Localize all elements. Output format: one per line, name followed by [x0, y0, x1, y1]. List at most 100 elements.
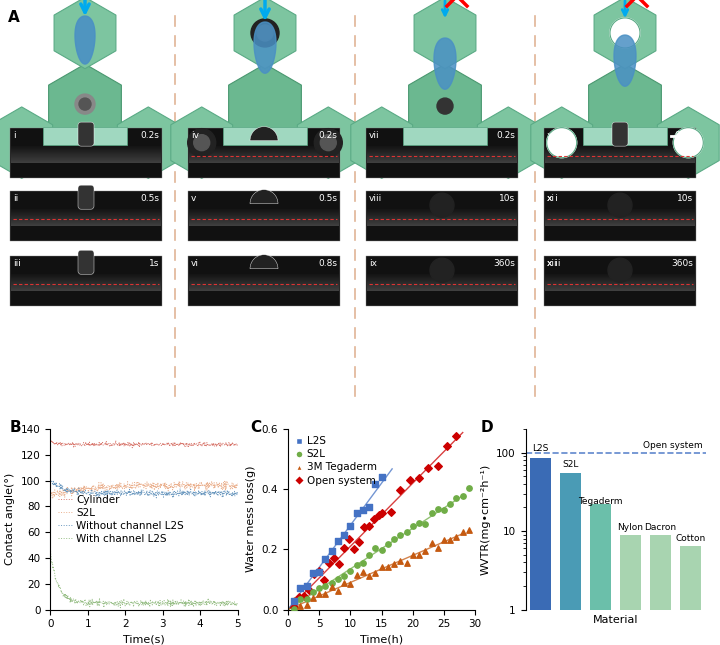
Bar	[545, 150, 695, 151]
Cylinder	[46, 437, 55, 445]
Bar	[189, 280, 339, 281]
Bar	[545, 221, 695, 222]
Cylinder	[188, 440, 197, 448]
Point	[457, 526, 469, 537]
Cylinder	[94, 441, 103, 448]
Cylinder	[171, 441, 180, 448]
Bar	[189, 154, 339, 155]
Bar	[189, 157, 339, 158]
S2L	[171, 480, 180, 488]
Bar	[367, 162, 517, 163]
Point	[420, 519, 431, 529]
Bar	[367, 283, 517, 284]
Bar	[11, 153, 161, 154]
Cylinder	[128, 444, 137, 452]
Without channel L2S	[46, 477, 55, 484]
Point	[357, 558, 369, 568]
S2L	[94, 479, 103, 486]
Text: B: B	[9, 420, 21, 435]
Bar	[11, 147, 161, 148]
Bar	[189, 225, 339, 226]
Bar	[545, 215, 695, 216]
Polygon shape	[229, 64, 302, 148]
Bar	[11, 278, 161, 279]
Text: D: D	[481, 420, 493, 435]
Bar	[545, 158, 695, 159]
Polygon shape	[297, 107, 359, 179]
Bar	[11, 158, 161, 159]
S2L	[46, 491, 55, 499]
Bar	[367, 154, 517, 155]
Bar	[10, 128, 162, 178]
FancyBboxPatch shape	[583, 127, 667, 145]
Text: 0.8s: 0.8s	[318, 259, 337, 268]
Text: 0.2s: 0.2s	[140, 131, 159, 140]
Bar	[11, 212, 161, 213]
Bar	[11, 279, 161, 280]
Bar	[367, 221, 517, 222]
Bar	[545, 286, 695, 287]
Bar	[367, 150, 517, 151]
Point	[388, 534, 400, 544]
Point	[351, 508, 362, 518]
Text: 1s: 1s	[148, 259, 159, 268]
Bar	[545, 214, 695, 215]
Bar	[545, 220, 695, 221]
Point	[369, 479, 381, 489]
X-axis label: Material: Material	[593, 615, 639, 625]
Point	[348, 544, 360, 554]
S2L	[187, 481, 196, 489]
S2L	[48, 495, 57, 502]
Point	[333, 559, 345, 569]
Line: Cylinder: Cylinder	[50, 441, 238, 448]
Circle shape	[610, 18, 640, 48]
Bar	[680, 546, 701, 645]
Point	[438, 505, 450, 515]
Circle shape	[673, 128, 703, 157]
Bar	[367, 218, 517, 219]
Bar	[367, 289, 517, 290]
Circle shape	[257, 25, 273, 41]
Bar	[367, 216, 517, 217]
With channel L2S	[116, 604, 125, 611]
Text: x ii: x ii	[547, 259, 560, 268]
Text: x: x	[547, 131, 552, 140]
Bar	[11, 155, 161, 156]
Point	[299, 591, 310, 601]
Bar	[367, 223, 517, 224]
Bar	[367, 158, 517, 159]
Bar	[189, 277, 339, 278]
With channel L2S	[94, 600, 103, 608]
Bar	[545, 276, 695, 277]
Bar	[11, 162, 161, 163]
Point	[303, 584, 315, 595]
Circle shape	[188, 128, 216, 157]
Bar	[545, 160, 695, 161]
Line: Without channel L2S: Without channel L2S	[50, 481, 238, 498]
Point	[359, 522, 370, 532]
Text: S2L: S2L	[562, 460, 579, 469]
Point	[313, 566, 325, 576]
Y-axis label: Contact angle(°): Contact angle(°)	[5, 473, 15, 566]
Bar	[545, 280, 695, 281]
Bar	[11, 157, 161, 158]
Point	[345, 521, 356, 531]
Bar	[189, 216, 339, 217]
Bar	[11, 214, 161, 215]
Bar	[11, 210, 161, 211]
Bar	[366, 191, 518, 241]
Bar	[545, 289, 695, 290]
Text: Cotton: Cotton	[675, 534, 706, 543]
Without channel L2S	[131, 490, 140, 498]
Circle shape	[194, 135, 210, 151]
Bar	[620, 535, 642, 645]
With channel L2S	[171, 599, 180, 607]
Point	[323, 558, 335, 568]
Circle shape	[430, 258, 454, 283]
Bar	[189, 221, 339, 222]
Bar	[11, 277, 161, 278]
Wedge shape	[250, 255, 278, 269]
Polygon shape	[409, 64, 482, 148]
Point	[294, 601, 306, 611]
Bar	[367, 148, 517, 149]
